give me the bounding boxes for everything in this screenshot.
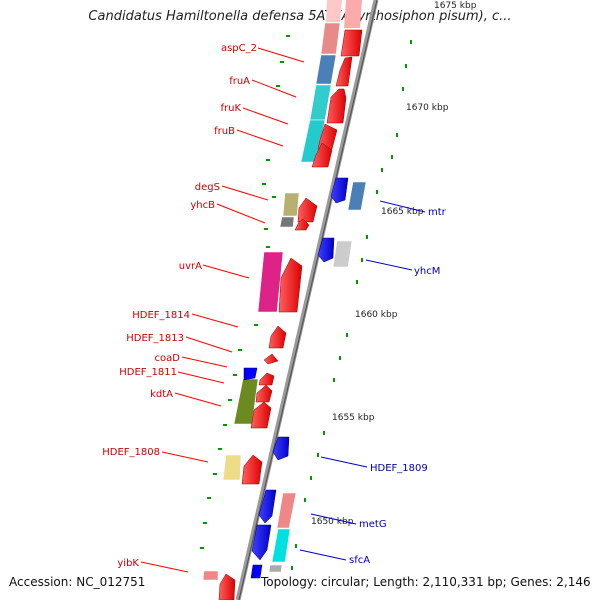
gene-label-metG[interactable]: metG [359, 519, 387, 530]
backbone [235, 0, 379, 600]
gene-label-HDEF_1808[interactable]: HDEF_1808 [102, 447, 160, 458]
gene-arrow [278, 257, 303, 313]
gene-label-fruB[interactable]: fruB [214, 126, 235, 137]
gene-label-coaD[interactable]: coaD [155, 353, 181, 364]
top-gene-arrow [344, 0, 362, 28]
gene-label-HDEF_1814[interactable]: HDEF_1814 [132, 310, 190, 321]
gene-arrow [258, 372, 275, 386]
gene-label-HDEF_1809[interactable]: HDEF_1809 [370, 463, 428, 474]
scale-label-1670: 1670 kbp [406, 103, 449, 113]
gene-arrow [241, 454, 263, 485]
outer-tick-ring [291, 40, 412, 570]
gene-arrow [297, 197, 318, 223]
gene-label-HDEF_1813[interactable]: HDEF_1813 [126, 333, 184, 344]
gene-label-yibK[interactable]: yibK [117, 558, 139, 569]
forward-cog-blocks [202, 22, 341, 581]
gene-label-yhcB[interactable]: yhcB [190, 200, 215, 211]
reverse-gene-arrows [243, 177, 349, 579]
forward-label-leaders [140, 47, 305, 573]
gene-label-uvrA[interactable]: uvrA [179, 261, 202, 272]
gene-label-fruA[interactable]: fruA [229, 76, 250, 87]
map-title: Candidatus Hamiltonella defensa 5AT (Acy… [88, 9, 512, 24]
gene-arrow [218, 573, 236, 600]
gene-arrow [294, 218, 310, 231]
gene-label-yhcM[interactable]: yhcM [414, 266, 440, 277]
gene-arrow [326, 88, 347, 124]
scale-label-1675: 1675 kbp [434, 1, 477, 11]
forward-gene-arrows [218, 29, 363, 600]
gene-arrow-asp [340, 29, 363, 57]
gene-label-aspC_2[interactable]: aspC_2 [221, 43, 257, 54]
gene-label-kdtA[interactable]: kdtA [150, 389, 173, 400]
scale-label-1665: 1665 kbp [381, 207, 424, 217]
accession-text: Accession: NC_012751 [9, 575, 146, 589]
gene-arrow [263, 353, 279, 365]
scale-label-1660: 1660 kbp [355, 310, 398, 320]
gene-label-mtr[interactable]: mtr [428, 207, 447, 218]
scale-label-1655: 1655 kbp [332, 413, 375, 423]
scale-label-1650: 1650 kbp [311, 517, 354, 527]
gene-arrow [255, 384, 273, 403]
top-cog-block [326, 0, 342, 22]
gene-arrow [250, 401, 272, 429]
gene-label-fruK[interactable]: fruK [220, 103, 241, 114]
reverse-label-leaders [299, 200, 426, 561]
gene-arrow [317, 123, 338, 150]
gene-label-degS[interactable]: degS [195, 182, 220, 193]
gene-label-sfcA[interactable]: sfcA [349, 555, 370, 566]
gene-arrow [335, 56, 353, 87]
topology-text: Topology: circular; Length: 2,110,331 bp… [261, 575, 591, 589]
gene-label-HDEF_1811[interactable]: HDEF_1811 [119, 367, 177, 378]
gene-arrow [311, 142, 333, 168]
reverse-cog-blocks [268, 181, 367, 573]
gene-arrow [268, 325, 287, 349]
